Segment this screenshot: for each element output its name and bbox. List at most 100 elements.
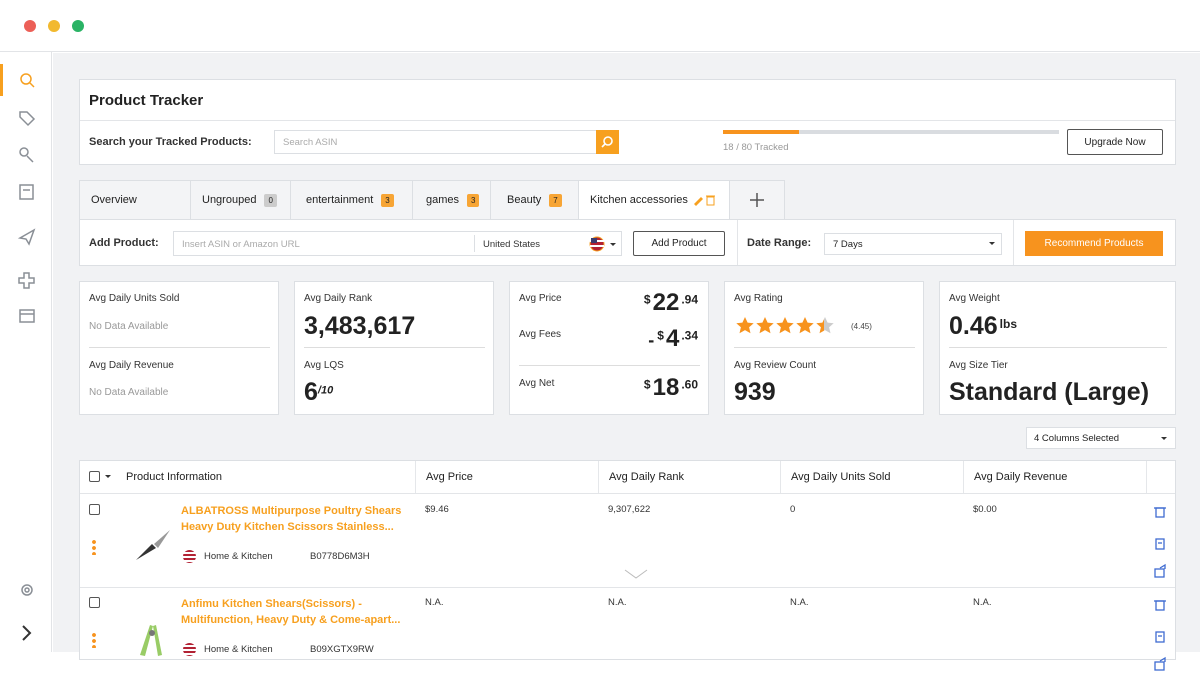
metric-label: Avg Rating — [734, 293, 783, 304]
tab-actions[interactable] — [692, 194, 716, 206]
date-range-select[interactable]: 7 Days — [824, 233, 1002, 255]
price-value: - $4.34 — [648, 325, 698, 353]
metric-unit: lbs — [999, 316, 1018, 331]
upgrade-button[interactable]: Upgrade Now — [1067, 129, 1163, 155]
column-header: Avg Price — [416, 461, 599, 493]
metric-label: Avg LQS — [304, 360, 344, 371]
price-whole: 22 — [652, 289, 680, 316]
divider — [737, 220, 738, 265]
tab[interactable]: Overview — [79, 180, 191, 220]
row-menu[interactable] — [92, 539, 96, 555]
tab[interactable]: entertainment 3 — [290, 180, 413, 220]
tab-label: entertainment — [306, 194, 374, 206]
price-value: $22.94 — [644, 289, 698, 317]
tracked-label: 18 / 80 Tracked — [723, 142, 789, 153]
tab-label: Ungrouped — [202, 194, 257, 206]
tracked-progress — [723, 130, 1059, 134]
tab-label: games — [426, 194, 460, 206]
column-header: Product Information — [80, 461, 416, 493]
divider — [1013, 220, 1014, 265]
column-header: Avg Daily Units Sold — [781, 461, 964, 493]
tab-count: 7 — [549, 193, 562, 207]
metric-card: Avg Weight 0.46 lbs Avg Size Tier Standar… — [939, 281, 1176, 415]
star — [796, 317, 814, 334]
metric-value-group: 0.46 lbs — [949, 312, 1017, 341]
metric-value: No Data Available — [89, 387, 169, 398]
product-title[interactable]: Anfimu Kitchen Shears(Scissors) - Multif… — [181, 598, 401, 626]
tab[interactable]: games 3 — [412, 180, 491, 220]
asin-input[interactable]: Insert ASIN or Amazon URL United States — [173, 231, 622, 256]
product-table: Product Information Avg Price Avg Daily Ra… — [79, 460, 1176, 671]
search-label: Search your Tracked Products: — [89, 136, 252, 148]
tab-active[interactable]: Kitchen accessories — [578, 180, 730, 220]
metric-label: Avg Daily Revenue — [89, 360, 174, 371]
add-tab[interactable] — [729, 180, 785, 220]
search-input[interactable]: Search ASIN — [274, 130, 619, 154]
table-cell: N.A. — [608, 597, 627, 608]
metric-value-group: 6/10 — [304, 378, 333, 407]
product-asin: B09XGTX9RW — [310, 644, 374, 655]
product-image — [132, 615, 174, 657]
window-controls — [24, 20, 84, 32]
tab[interactable]: Ungrouped 0 — [190, 180, 291, 220]
metric-label: Avg Fees — [519, 329, 562, 340]
add-product-bar: Add Product: Insert ASIN or Amazon URL U… — [79, 219, 1176, 266]
price-currency: $ — [657, 328, 664, 343]
product-title[interactable]: ALBATROSS Multipurpose Poultry Shears He… — [181, 505, 402, 533]
star — [776, 317, 794, 334]
table-cell: 0 — [790, 504, 796, 515]
add-product-button[interactable]: Add Product — [633, 231, 725, 256]
metric-card: Avg Daily Rank 3,483,617 Avg LQS 6/10 — [294, 281, 494, 415]
price-currency: $ — [643, 292, 651, 307]
tab-count: 3 — [467, 193, 480, 207]
row-actions[interactable] — [1153, 599, 1167, 679]
metric-value: No Data Available — [89, 321, 169, 332]
select-all-checkbox[interactable] — [89, 471, 100, 482]
metric-label: Avg Price — [519, 293, 562, 304]
divider — [474, 235, 475, 252]
price-whole: 18 — [652, 374, 680, 401]
rating-label: (4.45) — [851, 322, 872, 331]
metric-value: 6 — [304, 378, 318, 406]
star — [736, 317, 754, 334]
star — [756, 317, 774, 334]
table-cell: $9.46 — [425, 504, 449, 515]
select-caret — [105, 475, 111, 481]
column-header: Avg Daily Rank — [599, 461, 781, 493]
price-cents: .60 — [681, 377, 698, 392]
divider — [80, 120, 1175, 121]
row-menu[interactable] — [92, 632, 96, 648]
sidebar — [0, 52, 52, 652]
price-whole: 4 — [665, 325, 680, 352]
metric-card: Avg Price $22.94 Avg Fees - $4.34 Avg Net $18.… — [509, 281, 709, 415]
product-category: Home & Kitchen — [204, 644, 273, 655]
star — [816, 317, 834, 334]
country[interactable]: United States — [483, 239, 541, 250]
columns-select[interactable]: 4 Columns Selected — [1026, 427, 1176, 449]
add-product-label: Add Product: — [89, 237, 159, 249]
table-cell: 9,307,622 — [608, 504, 651, 515]
search-button[interactable] — [596, 130, 619, 154]
recommend-button[interactable]: Recommend Products — [1025, 231, 1163, 256]
tab-label: Overview — [91, 194, 137, 206]
window-bar — [0, 0, 1200, 52]
table-cell: $0.00 — [973, 504, 997, 515]
metric-value: 0.46 — [949, 312, 998, 340]
expand-chevron[interactable] — [624, 566, 648, 579]
product-asin: B0778D6M3H — [310, 551, 370, 562]
tab-count: 0 — [264, 193, 277, 207]
row-checkbox[interactable] — [89, 597, 100, 608]
asin-placeholder: Insert ASIN or Amazon URL — [182, 239, 300, 250]
row-actions[interactable] — [1153, 506, 1167, 586]
flag — [183, 643, 196, 656]
row-checkbox[interactable] — [89, 504, 100, 515]
tab-count: 3 — [381, 193, 394, 207]
page-title: Product Tracker — [89, 92, 204, 109]
header-panel: Product Tracker Search your Tracked Prod… — [79, 79, 1176, 165]
tab[interactable]: Beauty 7 — [490, 180, 579, 220]
sidebar-icons — [0, 64, 36, 641]
price-currency: $ — [643, 377, 651, 392]
price-value: $18.60 — [644, 374, 698, 402]
price-cents: .34 — [681, 328, 698, 343]
